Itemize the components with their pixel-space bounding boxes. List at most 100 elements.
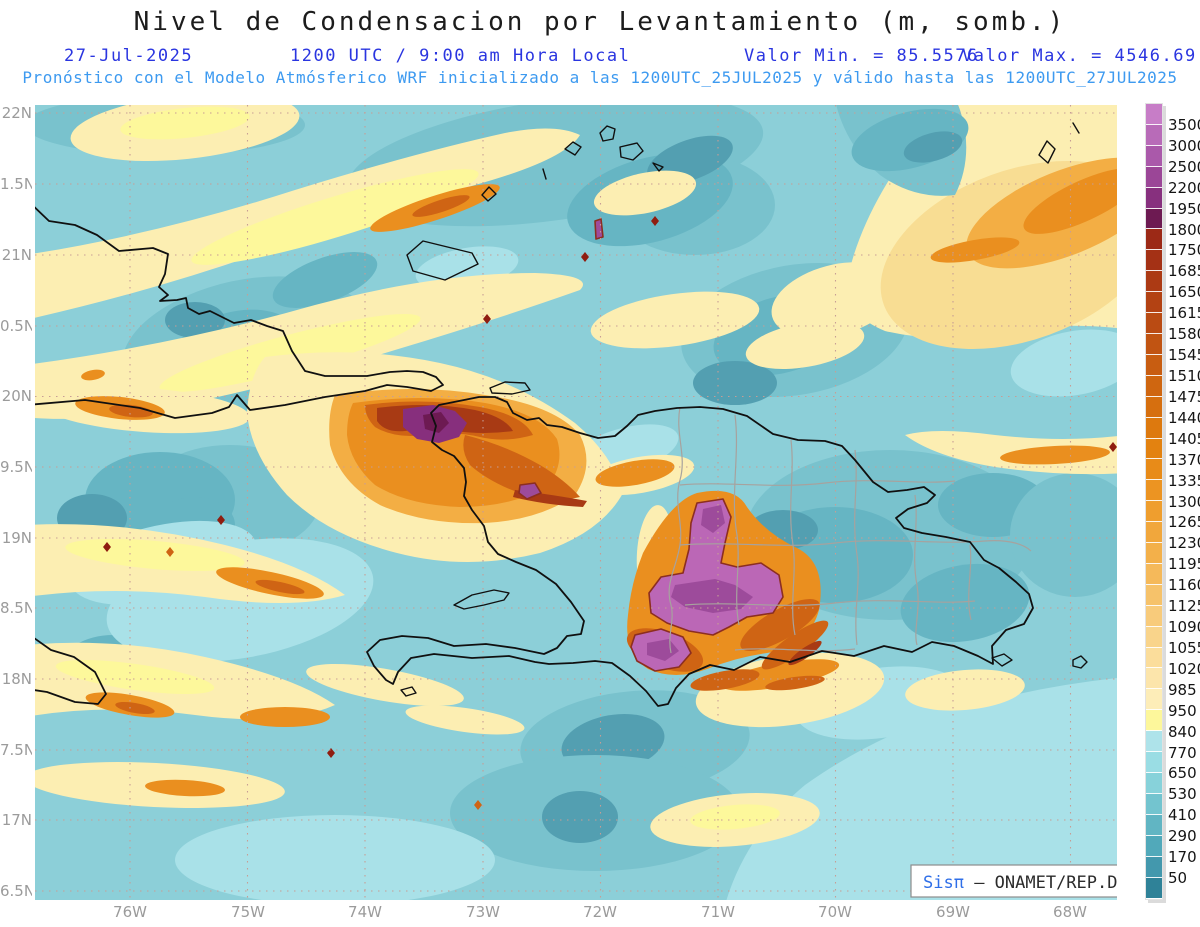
colorbar-segment: [1146, 793, 1162, 815]
lon-tick-label: 73W: [466, 903, 500, 921]
colorbar: [1145, 103, 1163, 900]
colorbar-segment: [1146, 250, 1162, 272]
colorbar-segment: [1146, 731, 1162, 753]
colorbar-segment: [1146, 543, 1162, 564]
colorbar-tick-label: 950: [1168, 701, 1197, 720]
cuba-coastline: [35, 206, 444, 419]
min-value-label: Valor Min. = 85.5576: [744, 46, 979, 66]
colorbar-segment: [1146, 689, 1162, 711]
colorbar-segment: [1146, 877, 1162, 899]
colorbar-tick-label: 1265: [1168, 513, 1200, 532]
saona-island: [991, 653, 1013, 667]
svg-text:Sisπ – ONAMET/REP.DOM.: Sisπ – ONAMET/REP.DOM.: [923, 873, 1117, 893]
colorbar-segment: [1146, 626, 1162, 648]
lon-tick-label: 70W: [818, 903, 852, 921]
colorbar-segment: [1146, 522, 1162, 544]
watermark-org: – ONAMET/REP.DOM.: [964, 873, 1117, 893]
colorbar-tick-label: 1650: [1168, 283, 1200, 302]
colorbar-tick-label: 1545: [1168, 346, 1200, 365]
lon-tick-label: 69W: [936, 903, 970, 921]
colorbar-segment: [1146, 668, 1162, 690]
colorbar-tick-label: 1475: [1168, 387, 1200, 406]
mona-island: [1072, 655, 1088, 669]
colorbar-segment: [1146, 584, 1162, 606]
colorbar-segment: [1146, 480, 1162, 502]
colorbar-tick-label: 1020: [1168, 659, 1200, 678]
bahamas-small-island: [542, 122, 1080, 180]
lon-tick-label: 76W: [113, 903, 147, 921]
colorbar-segment: [1146, 124, 1162, 146]
lat-tick-label: 0.5N: [0, 317, 32, 335]
lat-tick-label: 17N: [1, 811, 32, 829]
colorbar-segment: [1146, 145, 1162, 167]
page-title: Nivel de Condensacion por Levantamiento …: [133, 7, 1067, 37]
colorbar-tick-label: 1580: [1168, 325, 1200, 344]
colorbar-tick-label: 1090: [1168, 618, 1200, 637]
lat-tick-label: 18N: [1, 670, 32, 688]
lon-tick-label: 74W: [348, 903, 382, 921]
local-maxima-markers: [103, 216, 1117, 810]
colorbar-tick-label: 3000: [1168, 136, 1200, 155]
colorbar-tick-label: 1800: [1168, 220, 1200, 239]
colorbar-tick-label: 985: [1168, 680, 1197, 699]
colorbar-tick-label: 1230: [1168, 534, 1200, 553]
colorbar-tick-label: 1405: [1168, 429, 1200, 448]
colorbar-tick-label: 770: [1168, 743, 1197, 762]
colorbar-segment: [1146, 501, 1162, 523]
colorbar-segment: [1146, 187, 1162, 209]
colorbar-segment: [1146, 104, 1162, 125]
colorbar-segment: [1146, 166, 1162, 188]
lat-tick-label: 1.5N: [0, 175, 32, 193]
colorbar-segment: [1146, 647, 1162, 669]
map-canvas: Sisπ – ONAMET/REP.DOM.: [35, 105, 1117, 900]
lat-tick-label: 8.5N: [0, 599, 32, 617]
colorbar-tick-label: 1510: [1168, 366, 1200, 385]
colorbar-segment: [1146, 835, 1162, 857]
watermark: Sisπ – ONAMET/REP.DOM.: [910, 864, 1117, 898]
colorbar-segment: [1146, 710, 1162, 732]
lon-tick-label: 75W: [231, 903, 265, 921]
lat-tick-label: 19N: [1, 529, 32, 547]
colorbar-segment: [1146, 229, 1162, 251]
tortue-island: [489, 381, 531, 395]
colorbar-segment: [1146, 417, 1162, 439]
colorbar-segment: [1146, 208, 1162, 230]
forecast-note: Pronóstico con el Modelo Atmósferico WRF…: [22, 68, 1178, 87]
colorbar-tick-label: 1160: [1168, 576, 1200, 595]
colorbar-tick-label: 2200: [1168, 178, 1200, 197]
colorbar-segment: [1146, 856, 1162, 878]
colorbar-tick-label: 1335: [1168, 471, 1200, 490]
colorbar-tick-label: 650: [1168, 764, 1197, 783]
admin-boundaries: [668, 406, 1032, 654]
colorbar-tick-label: 2500: [1168, 157, 1200, 176]
colorbar-tick-label: 1685: [1168, 262, 1200, 281]
colorbar-segment: [1146, 313, 1162, 334]
colorbar-tick-label: 170: [1168, 848, 1197, 867]
lon-tick-label: 68W: [1053, 903, 1087, 921]
colorbar-segment: [1146, 459, 1162, 481]
lat-tick-label: 20N: [1, 387, 32, 405]
colorbar-tick-label: 1950: [1168, 199, 1200, 218]
valid-time-label: 1200 UTC / 9:00 am Hora Local: [290, 46, 631, 66]
coastlines: [35, 122, 1088, 707]
colorbar-tick-label: 1370: [1168, 450, 1200, 469]
colorbar-tick-label: 1615: [1168, 304, 1200, 323]
colorbar-segment: [1146, 271, 1162, 293]
gonave-island: [453, 589, 510, 610]
turks-caicos-islands: [564, 125, 664, 172]
lat-tick-label: 22N: [1, 104, 32, 122]
lat-tick-label: 7.5N: [0, 741, 32, 759]
colorbar-tick-label: 3500: [1168, 115, 1200, 134]
lat-tick-label: 21N: [1, 246, 32, 264]
colorbar-tick-label: 1055: [1168, 638, 1200, 657]
lon-tick-label: 72W: [583, 903, 617, 921]
colorbar-tick-label: 1195: [1168, 555, 1200, 574]
haiti-lcl-maximum: [329, 389, 587, 524]
colorbar-segment: [1146, 438, 1162, 460]
dr-lcl-maximum: [626, 490, 829, 691]
colorbar-segment: [1146, 773, 1162, 794]
colorbar-segment: [1146, 814, 1162, 836]
watermark-brand: Sisπ: [923, 873, 964, 893]
vache-island: [400, 686, 417, 697]
